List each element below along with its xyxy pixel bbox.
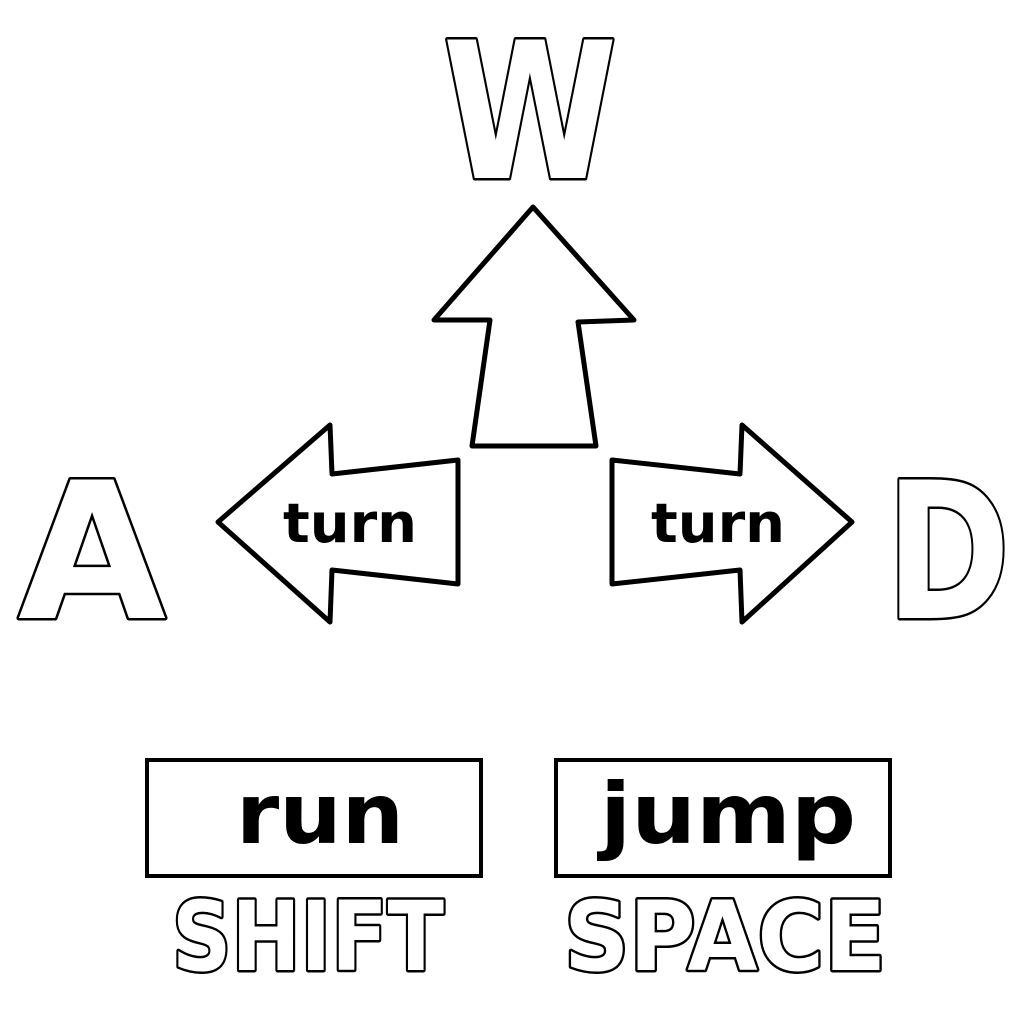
jump-label: jump — [597, 765, 856, 863]
key-space-label: SPACE — [564, 881, 886, 993]
arrow-left-icon — [215, 422, 461, 625]
key-a-letter: A — [18, 442, 166, 663]
run-box — [145, 758, 483, 878]
arrow-up-icon — [431, 204, 637, 449]
key-shift-label: SHIFT — [172, 881, 444, 993]
key-d-letter: D — [886, 442, 1011, 663]
run-label: run — [236, 765, 404, 863]
turn-right-label: turn — [651, 492, 785, 555]
jump-box — [554, 758, 892, 878]
arrow-right-icon — [609, 422, 855, 625]
turn-left-label: turn — [283, 492, 417, 555]
key-w-letter: W — [443, 2, 618, 223]
